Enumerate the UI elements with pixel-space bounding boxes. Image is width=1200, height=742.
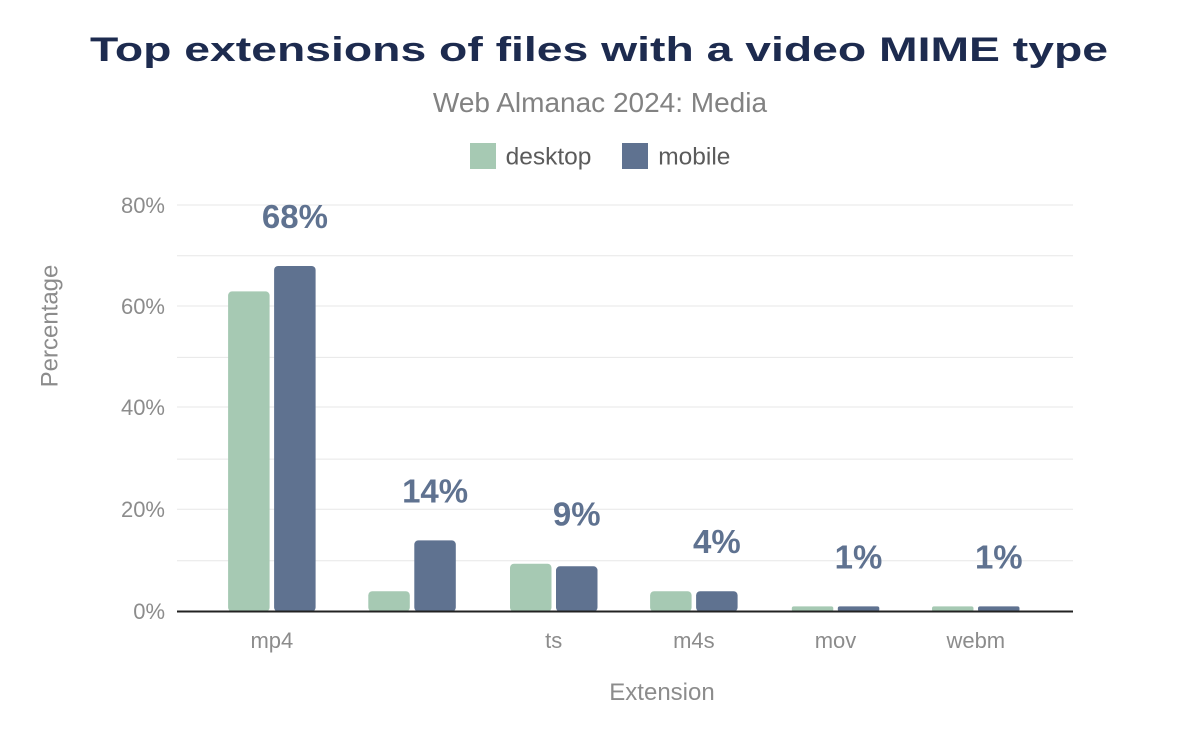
svg-text:0%: 0%	[133, 599, 165, 624]
svg-text:4%: 4%	[693, 523, 741, 560]
svg-text:14%: 14%	[402, 472, 468, 509]
svg-text:mp4: mp4	[250, 628, 293, 653]
svg-text:ts: ts	[545, 628, 562, 653]
svg-text:Percentage: Percentage	[37, 265, 64, 388]
svg-text:80%: 80%	[121, 193, 165, 218]
svg-text:68%: 68%	[262, 198, 328, 235]
svg-text:1%: 1%	[975, 538, 1023, 575]
svg-text:60%: 60%	[121, 294, 165, 319]
svg-text:9%: 9%	[553, 496, 601, 533]
svg-text:mov: mov	[815, 628, 857, 653]
svg-text:Extension: Extension	[609, 679, 714, 706]
svg-text:webm: webm	[945, 628, 1005, 653]
svg-text:m4s: m4s	[673, 628, 715, 653]
svg-text:1%: 1%	[835, 538, 883, 575]
svg-text:40%: 40%	[121, 395, 165, 420]
svg-text:20%: 20%	[121, 497, 165, 522]
